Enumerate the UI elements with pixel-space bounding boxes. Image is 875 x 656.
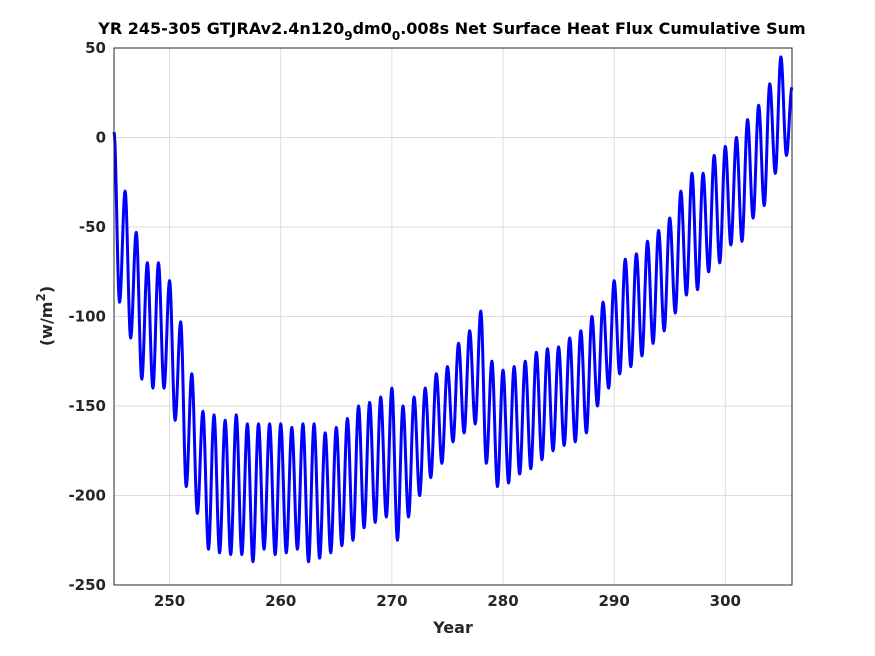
x-tick-label: 280 [487, 592, 518, 610]
y-tick-label: -250 [68, 576, 106, 594]
y-axis-label: (w/m2) [34, 286, 56, 346]
y-tick-label: 50 [85, 39, 106, 57]
x-tick-label: 270 [376, 592, 407, 610]
series-line [112, 55, 794, 564]
x-tick-labels: 250 260 270 280 290 300 [154, 592, 741, 610]
x-tick-label: 260 [265, 592, 296, 610]
y-tick-label: 0 [96, 129, 106, 147]
y-tick-label: -50 [79, 218, 106, 236]
y-tick-label: -200 [68, 487, 106, 505]
axes-frame [113, 47, 793, 586]
x-tick-label: 290 [599, 592, 630, 610]
x-tick-label: 250 [154, 592, 185, 610]
chart-title: YR 245-305 GTJRAv2.4n1209dm00.008s Net S… [97, 19, 805, 43]
y-tick-label: -100 [68, 308, 106, 326]
y-tick-label: -150 [68, 397, 106, 415]
x-tick-label: 300 [710, 592, 741, 610]
x-axis-label: Year [432, 618, 473, 637]
y-tick-labels: -250 -200 -150 -100 -50 0 50 [68, 39, 106, 594]
